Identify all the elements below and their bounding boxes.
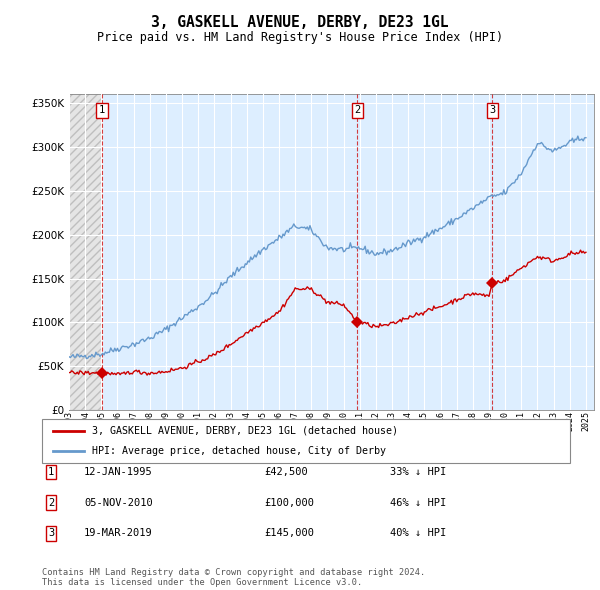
Text: 1: 1 xyxy=(48,467,54,477)
Bar xyxy=(69,94,102,410)
Text: 2: 2 xyxy=(48,498,54,507)
Text: 12-JAN-1995: 12-JAN-1995 xyxy=(84,467,153,477)
Text: 3: 3 xyxy=(489,106,496,116)
Text: £42,500: £42,500 xyxy=(264,467,308,477)
Text: 3: 3 xyxy=(48,529,54,538)
Text: 1: 1 xyxy=(99,106,105,116)
Text: Price paid vs. HM Land Registry's House Price Index (HPI): Price paid vs. HM Land Registry's House … xyxy=(97,31,503,44)
Text: 3, GASKELL AVENUE, DERBY, DE23 1GL: 3, GASKELL AVENUE, DERBY, DE23 1GL xyxy=(151,15,449,30)
Text: 33% ↓ HPI: 33% ↓ HPI xyxy=(390,467,446,477)
Text: £145,000: £145,000 xyxy=(264,529,314,538)
Text: 46% ↓ HPI: 46% ↓ HPI xyxy=(390,498,446,507)
Text: 3, GASKELL AVENUE, DERBY, DE23 1GL (detached house): 3, GASKELL AVENUE, DERBY, DE23 1GL (deta… xyxy=(92,426,398,436)
Text: 05-NOV-2010: 05-NOV-2010 xyxy=(84,498,153,507)
Text: Contains HM Land Registry data © Crown copyright and database right 2024.
This d: Contains HM Land Registry data © Crown c… xyxy=(42,568,425,587)
Text: 40% ↓ HPI: 40% ↓ HPI xyxy=(390,529,446,538)
Text: 19-MAR-2019: 19-MAR-2019 xyxy=(84,529,153,538)
Text: £100,000: £100,000 xyxy=(264,498,314,507)
Bar xyxy=(69,94,102,410)
Text: HPI: Average price, detached house, City of Derby: HPI: Average price, detached house, City… xyxy=(92,446,386,456)
Text: 2: 2 xyxy=(354,106,361,116)
FancyBboxPatch shape xyxy=(42,419,570,463)
